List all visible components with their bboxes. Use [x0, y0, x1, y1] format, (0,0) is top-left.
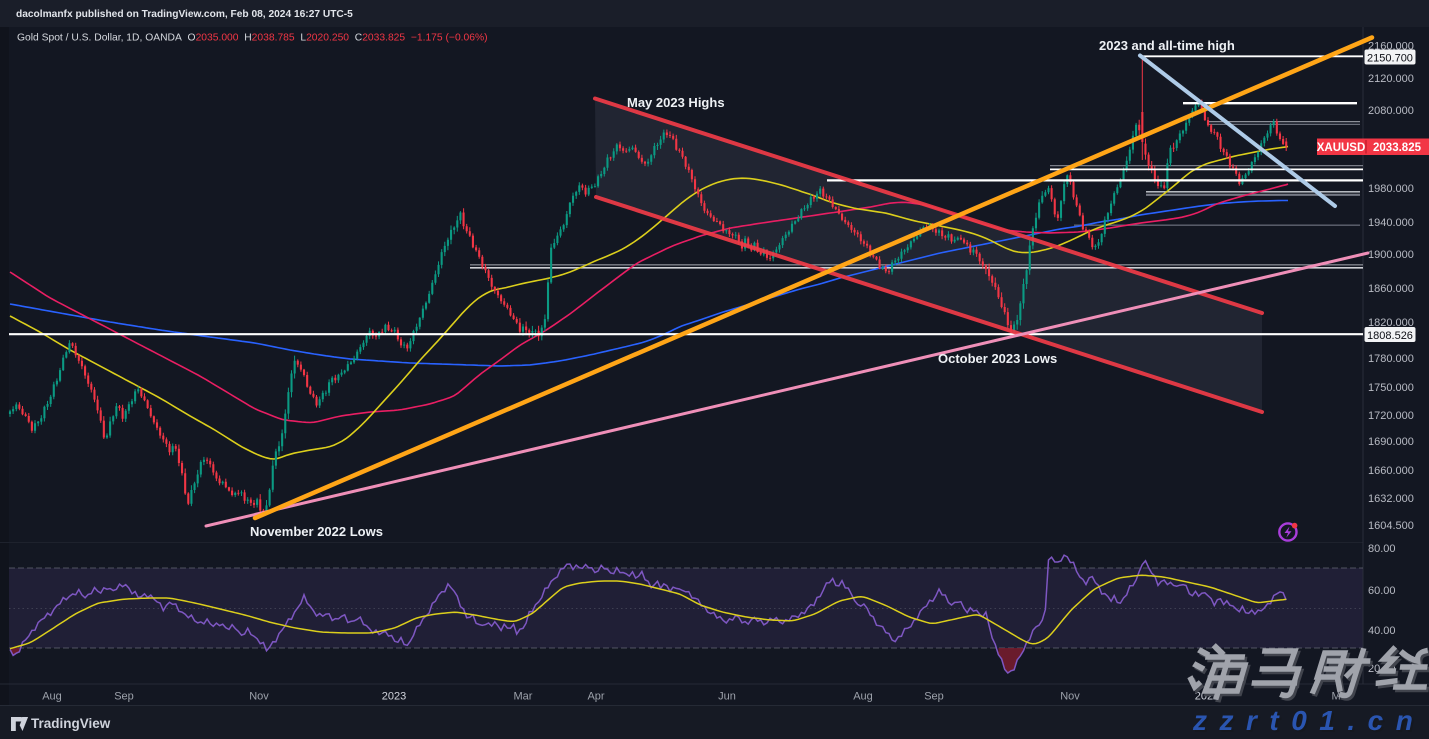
svg-text:2150.700: 2150.700	[1367, 52, 1413, 64]
svg-text:2120.000: 2120.000	[1368, 73, 1414, 85]
svg-text:2160.000: 2160.000	[1368, 40, 1414, 52]
svg-text:2023: 2023	[382, 691, 406, 703]
svg-text:1808.526: 1808.526	[1367, 330, 1413, 342]
svg-text:80.00: 80.00	[1368, 543, 1396, 555]
svg-text:Gold Spot / U.S. Dollar, 1D, O: Gold Spot / U.S. Dollar, 1D, OANDA O2035…	[17, 33, 488, 44]
svg-text:1820.000: 1820.000	[1368, 317, 1414, 329]
svg-text:2033.825: 2033.825	[1373, 142, 1422, 154]
svg-text:1690.000: 1690.000	[1368, 436, 1414, 448]
svg-text:Sep: Sep	[924, 691, 944, 703]
svg-text:TradingView: TradingView	[31, 716, 111, 731]
svg-text:zzrt01.cn: zzrt01.cn	[1194, 707, 1427, 738]
svg-text:May 2023 Highs: May 2023 Highs	[627, 95, 725, 110]
svg-text:1604.500: 1604.500	[1368, 520, 1414, 532]
svg-text:Sep: Sep	[114, 691, 134, 703]
svg-text:Nov: Nov	[1060, 691, 1080, 703]
svg-text:Jun: Jun	[718, 691, 736, 703]
svg-text:zzrt01.cn: zzrt01.cn	[1192, 705, 1425, 736]
svg-text:1750.000: 1750.000	[1368, 382, 1414, 394]
svg-text:Aug: Aug	[42, 691, 62, 703]
svg-text:1720.000: 1720.000	[1368, 410, 1414, 422]
svg-text:1780.000: 1780.000	[1368, 353, 1414, 365]
svg-text:1900.000: 1900.000	[1368, 249, 1414, 261]
svg-text:dacolmanfx published on Tradin: dacolmanfx published on TradingView.com,…	[16, 9, 353, 20]
svg-text:1632.000: 1632.000	[1368, 493, 1414, 505]
svg-text:2080.000: 2080.000	[1368, 105, 1414, 117]
svg-text:60.00: 60.00	[1368, 585, 1396, 597]
svg-text:October 2023 Lows: October 2023 Lows	[938, 351, 1057, 366]
svg-text:2023 and all-time high: 2023 and all-time high	[1099, 38, 1235, 53]
svg-text:XAUUSD: XAUUSD	[1317, 142, 1366, 154]
svg-text:Mar: Mar	[514, 691, 533, 703]
svg-text:1660.000: 1660.000	[1368, 465, 1414, 477]
svg-text:40.00: 40.00	[1368, 625, 1396, 637]
svg-text:Aug: Aug	[853, 691, 873, 703]
svg-text:Apr: Apr	[587, 691, 604, 703]
svg-text:1980.000: 1980.000	[1368, 183, 1414, 195]
svg-text:Nov: Nov	[249, 691, 269, 703]
svg-text:1860.000: 1860.000	[1368, 283, 1414, 295]
svg-text:November 2022 Lows: November 2022 Lows	[250, 524, 383, 539]
svg-text:1940.000: 1940.000	[1368, 217, 1414, 229]
